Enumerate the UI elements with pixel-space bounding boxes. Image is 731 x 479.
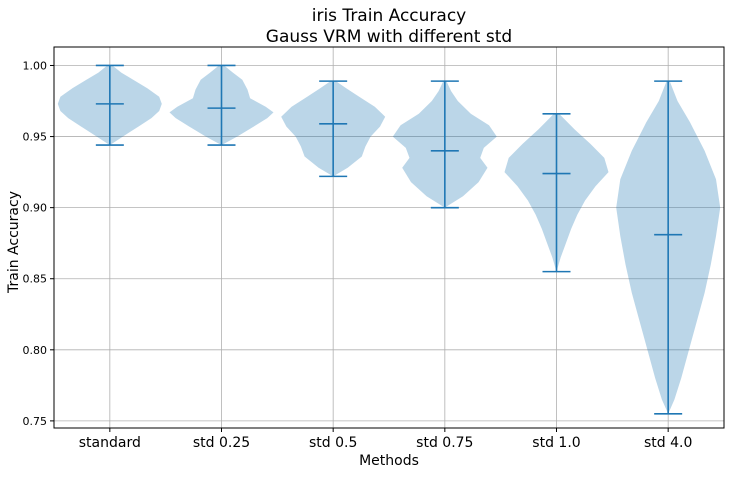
y-tick-label: 0.80 [23,344,48,357]
violin-std-0-5 [281,80,386,178]
chart-title-line-1: iris Train Accuracy [312,6,467,26]
x-tick-label: standard [79,435,141,451]
violin-std-1-0 [504,113,609,273]
y-tick-label: 0.85 [23,273,48,286]
y-tick-label: 0.75 [23,415,48,428]
x-tick-label: std 0.75 [416,435,473,451]
violin-std-0-75 [392,80,497,209]
y-axis-label: Train Accuracy [6,191,22,294]
x-tick-label: std 0.25 [193,435,250,451]
y-tick-label: 0.95 [23,131,48,144]
x-tick-label: std 1.0 [532,435,580,451]
violin-standard [57,64,162,146]
x-axis-label: Methods [359,453,419,469]
y-tick-label: 1.00 [23,59,48,72]
chart-title-line-2: Gauss VRM with different std [266,27,512,47]
y-tick-label: 0.90 [23,202,48,215]
violin-std-0-25 [169,64,274,146]
plot-frame [53,46,725,429]
x-tick-label: std 0.5 [309,435,357,451]
x-tick-label: std 4.0 [644,435,692,451]
violin-std-4-0 [616,80,721,415]
